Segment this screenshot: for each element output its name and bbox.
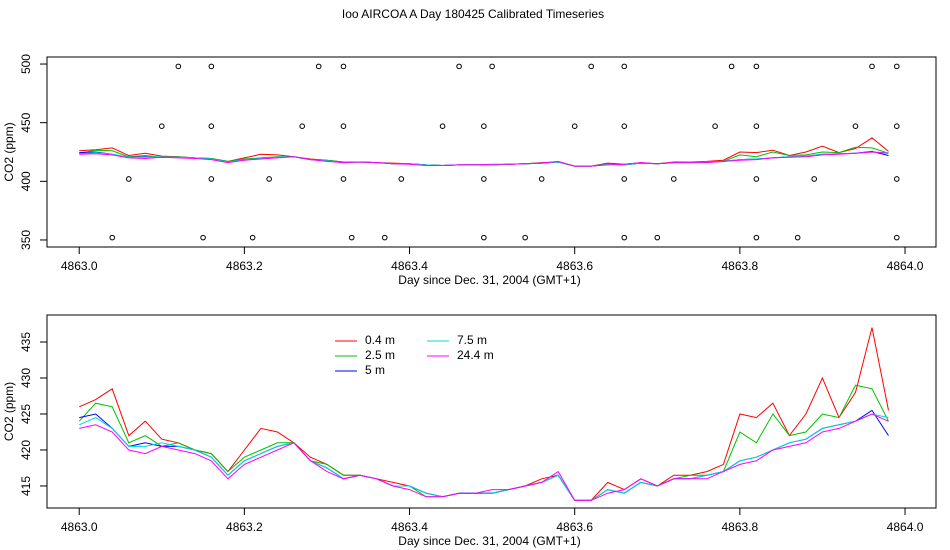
scatter-point [852,123,859,129]
scatter-point [266,176,272,182]
x-tick-label: 4864.0 [887,259,924,273]
scatter-point [208,63,215,70]
legend-label: 7.5 m [457,333,487,347]
scatter-point [522,234,528,241]
x-tick-label: 4864.0 [887,520,924,534]
x-tick-label: 4863.2 [226,520,263,534]
x-tick-label: 4863.4 [391,520,428,534]
x-tick-label: 4863.8 [722,520,759,534]
scatter-point [489,63,495,70]
scatter-point [712,123,718,129]
legend-label: 5 m [365,363,385,377]
y-tick-label: 400 [19,171,33,191]
scatter-point [753,63,760,70]
scatter-point [208,123,215,129]
scatter-point [728,63,735,70]
scatter-point [753,234,760,241]
scatter-point [109,234,116,241]
legend-label: 2.5 m [365,348,395,362]
scatter-point [588,63,595,70]
scatter-point [315,63,322,70]
scatter-point [753,123,760,129]
scatter-point [481,234,487,241]
scatter-point [571,123,578,129]
y-axis-title: CO2 (ppm) [2,122,16,181]
y-tick-label: 425 [19,404,33,424]
scatter-point [893,123,900,129]
scatter-point [538,176,545,182]
y-tick-label: 500 [19,54,33,74]
scatter-point [200,234,206,241]
x-tick-label: 4863.0 [61,520,98,534]
scatter-point [340,176,347,182]
legend-label: 0.4 m [365,333,395,347]
series-line [79,413,889,501]
scatter-point [208,176,215,182]
series-line [79,413,889,501]
scatter-point [794,234,801,241]
x-tick-label: 4863.2 [226,259,263,273]
x-tick-label: 4863.0 [61,259,98,273]
overview-series-line [79,151,889,167]
scatter-point [621,63,628,70]
scatter-point [456,63,462,70]
y-tick-label: 450 [19,112,33,132]
scatter-point [893,234,900,241]
x-tick-label: 4863.4 [391,259,428,273]
y-tick-label: 430 [19,368,33,388]
scatter-point [348,234,355,241]
x-tick-label: 4863.8 [722,259,759,273]
x-axis-title: Day since Dec. 31, 2004 (GMT+1) [398,273,580,287]
plot-box [46,314,937,509]
x-tick-label: 4863.6 [556,520,593,534]
scatter-point [439,123,446,129]
scatter-point [654,234,661,241]
scatter-point [621,176,628,182]
scatter-point [869,63,875,70]
scatter-point [299,123,305,129]
y-axis-title: CO2 (ppm) [2,382,16,441]
scatter-point [340,123,347,129]
plot-box [46,56,937,248]
series-line [78,384,889,501]
scatter-point [381,234,388,241]
y-tick-label: 350 [19,230,33,250]
overview-series-line [79,137,889,167]
x-tick-label: 4863.6 [556,259,593,273]
scatter-point [621,234,628,241]
scatter-point [481,123,487,129]
scatter-point [893,63,900,70]
scatter-point [893,176,900,182]
scatter-point [249,234,256,241]
chart-title: Ioo AIRCOA A Day 180425 Calibrated Times… [342,7,604,21]
scatter-point [125,176,132,182]
overview-series-line [79,146,889,167]
scatter-point [481,176,487,182]
y-tick-label: 420 [19,440,33,460]
legend-label: 24.4 m [457,348,494,362]
scatter-point [671,176,677,182]
y-tick-label: 435 [19,332,33,352]
scatter-point [811,176,817,182]
scatter-point [621,123,628,129]
scatter-point [340,63,347,70]
y-tick-label: 415 [19,476,33,496]
scatter-point [753,176,760,182]
scatter-point [175,63,182,70]
x-axis-title: Day since Dec. 31, 2004 (GMT+1) [398,534,580,548]
scatter-point [398,176,405,182]
scatter-point [158,123,165,129]
